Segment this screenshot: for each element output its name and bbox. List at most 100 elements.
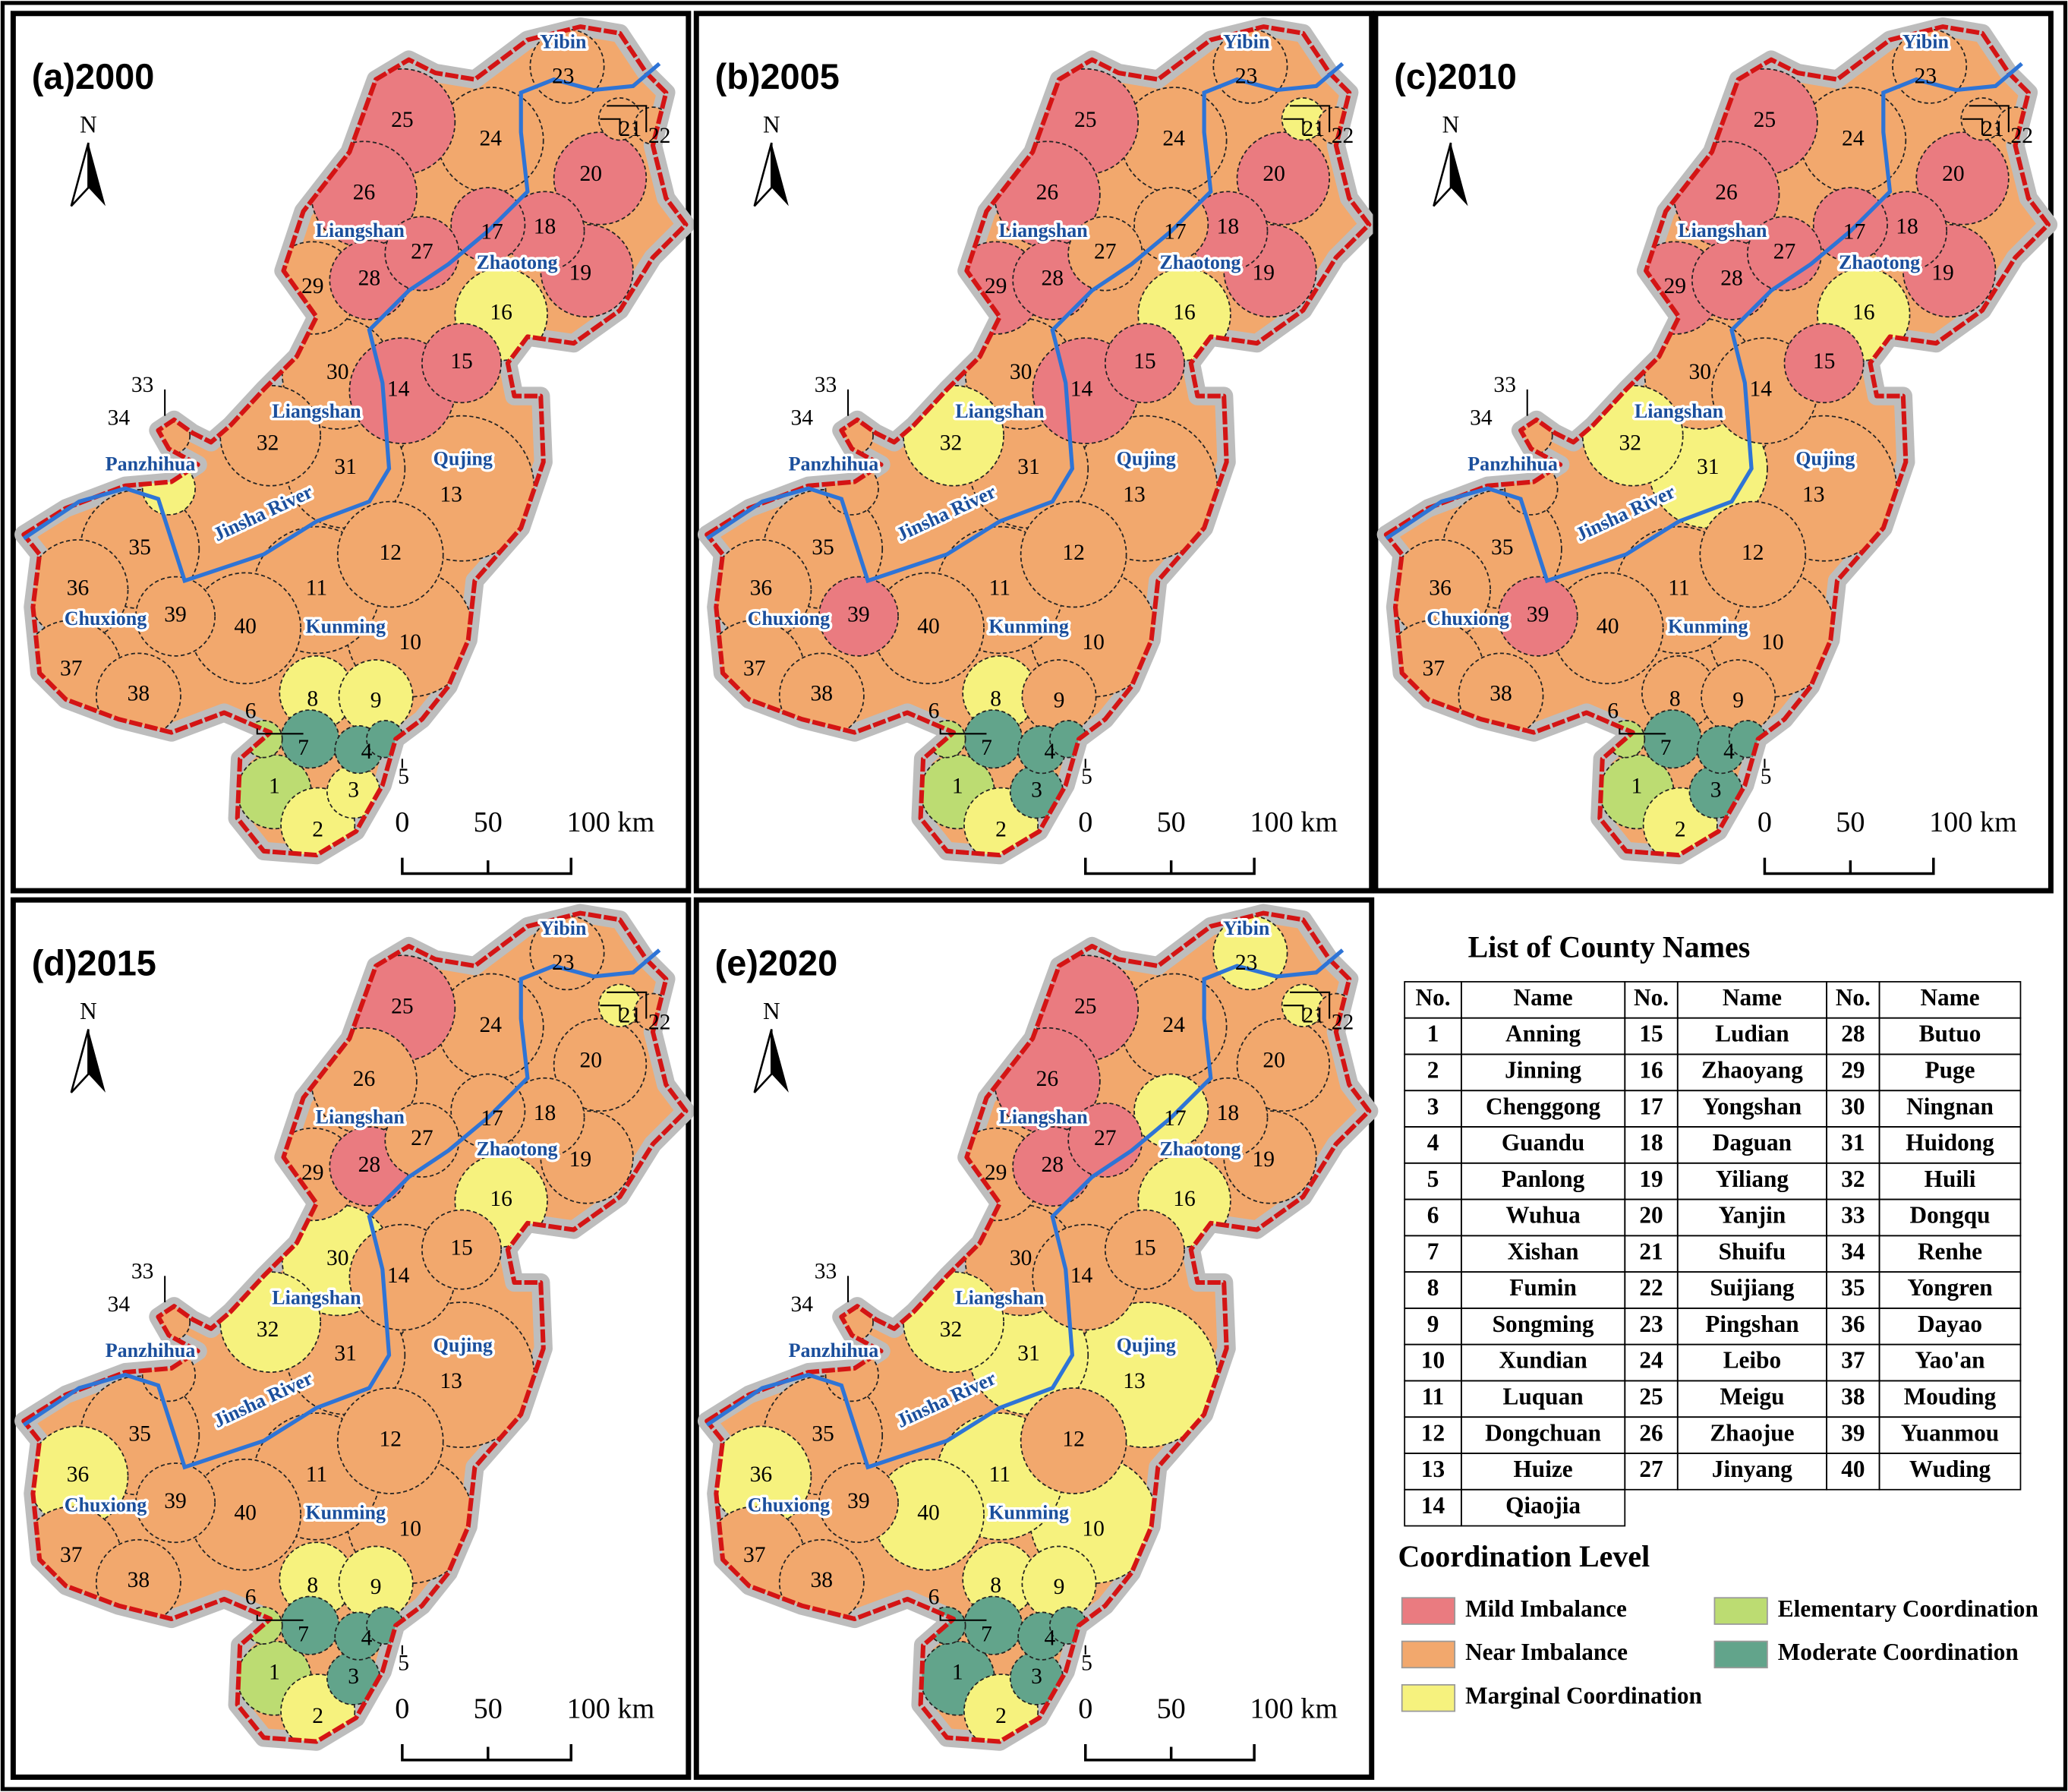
county-number: 14 [1070, 377, 1093, 401]
region-label: Liangshan [999, 1106, 1089, 1128]
county-number: 5 [1081, 1652, 1092, 1676]
river [705, 948, 1345, 1470]
table-no: 17 [1639, 1093, 1663, 1119]
county-number: 3 [1031, 778, 1042, 803]
county-number: 6 [245, 699, 257, 723]
county-number: 13 [440, 1369, 462, 1393]
county-fill [553, 1017, 648, 1112]
table-name: Ningnan [1906, 1093, 1994, 1119]
panel-frame [10, 897, 692, 1780]
county-number: 9 [370, 1575, 382, 1599]
scale-bar [1763, 857, 1935, 875]
north-arrow [753, 142, 773, 207]
county-number: 17 [1164, 1106, 1187, 1131]
table-name: Shuifu [1719, 1238, 1786, 1264]
leader-line [607, 991, 648, 1019]
county-number: 2 [312, 818, 323, 842]
table-no: 36 [1841, 1311, 1865, 1337]
county-number: 21 [1981, 117, 2004, 141]
county-number: 7 [1660, 736, 1672, 760]
county-number: 16 [1173, 301, 1196, 325]
county-fill [338, 1545, 414, 1621]
county-fill [1236, 1017, 1331, 1112]
region-label: Liangshan [955, 400, 1045, 422]
north-arrow [88, 143, 106, 207]
table-name: Wuding [1909, 1456, 1991, 1482]
region-label: Liangshan [272, 400, 361, 422]
county-fill [1133, 187, 1209, 263]
scale-label: 50 [1836, 806, 1865, 838]
county-number: 21 [1303, 117, 1326, 141]
table-cell [1460, 1488, 1626, 1527]
table-no: 39 [1841, 1419, 1865, 1446]
leader-line [600, 118, 621, 135]
county-number: 22 [648, 1010, 671, 1034]
county-fill [504, 1077, 585, 1158]
county-fill [553, 131, 648, 226]
county-number: 12 [379, 1427, 402, 1451]
county-number: 2 [312, 1704, 323, 1728]
county-number: 23 [552, 951, 575, 975]
county-number: 22 [1332, 124, 1354, 148]
county-number: 35 [128, 535, 151, 560]
county-number: 27 [1773, 240, 1796, 264]
county-number: 10 [399, 1516, 422, 1541]
north-arrow [753, 1029, 773, 1093]
scale-label: 0 [1078, 1693, 1092, 1724]
county-number: 7 [298, 736, 309, 760]
county-number: 33 [815, 1260, 837, 1284]
county-number: 5 [398, 1652, 409, 1676]
county-number: 8 [990, 687, 1001, 711]
county-number: 24 [1842, 126, 1865, 150]
north-arrow [1433, 142, 1452, 207]
table-no: 31 [1841, 1129, 1865, 1156]
north-label: N [1442, 111, 1460, 137]
region-label: Panzhihua [106, 1339, 196, 1361]
table-no: 40 [1841, 1456, 1865, 1482]
table-no: 5 [1427, 1166, 1439, 1192]
table-name: Jinyang [1712, 1456, 1792, 1482]
table-no: 35 [1841, 1274, 1865, 1301]
county-number: 19 [1253, 261, 1275, 286]
county-fill [450, 1073, 526, 1149]
county-fill [1783, 323, 1865, 404]
region-label: Liangshan [999, 219, 1089, 241]
county-number: 29 [985, 274, 1007, 298]
county-fill [280, 709, 340, 769]
county-number: 10 [399, 630, 422, 655]
region-label: Qujing [1117, 448, 1176, 470]
county-number: 18 [1896, 215, 1918, 239]
leader-line [1962, 118, 1984, 135]
table-no: 8 [1427, 1274, 1439, 1301]
county-number: 20 [1263, 1049, 1285, 1073]
county-number: 5 [1081, 765, 1092, 789]
county-fill [1187, 191, 1269, 272]
county-fill [1236, 131, 1331, 226]
county-number: 8 [307, 687, 318, 711]
legend-label: Marginal Coordination [1465, 1682, 1702, 1708]
county-number: 40 [917, 614, 940, 639]
county-number: 24 [1162, 1013, 1185, 1037]
county-number: 21 [1303, 1004, 1326, 1028]
county-number: 5 [1761, 765, 1772, 789]
table-name: Huize [1513, 1456, 1572, 1482]
region-outline [705, 24, 1372, 858]
county-fill [338, 659, 414, 735]
region-label: Kunming [305, 1502, 386, 1524]
table-no: 10 [1421, 1347, 1445, 1374]
panel-title: (b)2005 [715, 57, 840, 96]
north-label: N [763, 998, 780, 1024]
region-label: Chuxiong [748, 607, 831, 629]
county-number: 7 [981, 1622, 992, 1646]
county-number: 7 [298, 1622, 309, 1646]
region-label: Zhaotong [476, 1137, 557, 1159]
county-number: 6 [928, 699, 940, 723]
region-label: Zhaotong [1159, 1137, 1240, 1159]
region-outline [1383, 24, 2051, 858]
county-number: 36 [67, 1462, 90, 1487]
scale-bar [401, 857, 572, 875]
county-number: 1 [952, 774, 963, 798]
